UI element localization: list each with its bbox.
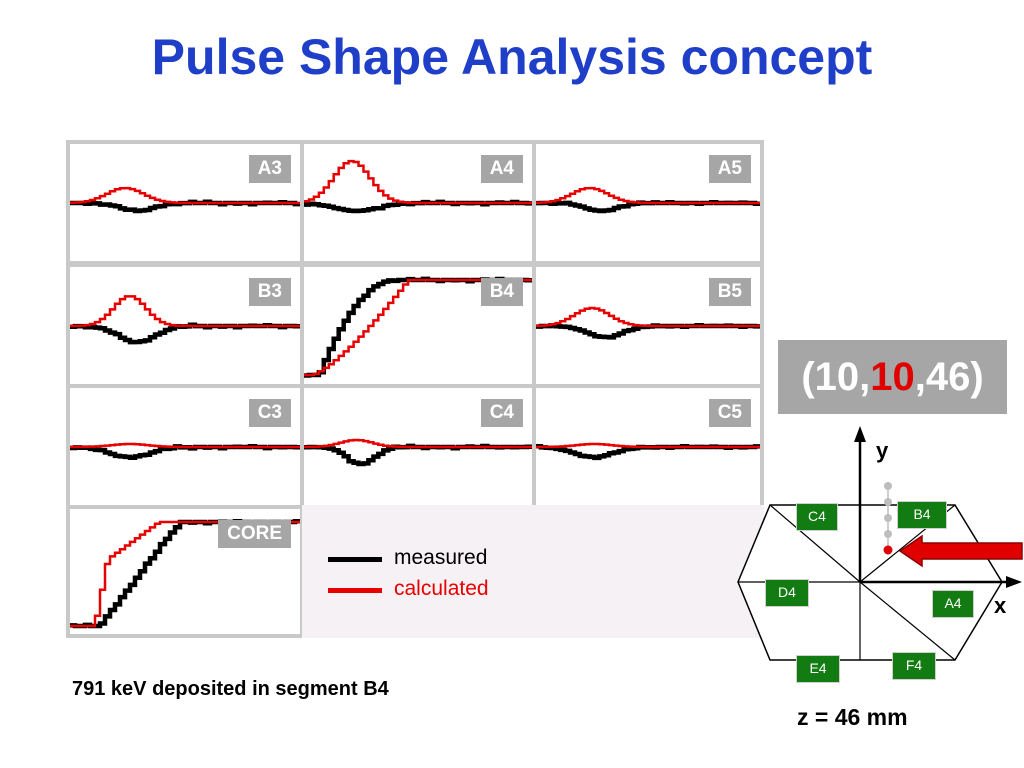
position-z: ,46) [914,354,984,399]
panel-label: A4 [480,155,523,183]
calculated-trace [70,186,300,205]
pulse-panel-b3: B3 [70,267,300,384]
panel-label: A5 [708,155,751,183]
trajectory-dot [884,498,892,506]
pulse-panel-c4: C4 [304,388,532,505]
measured-trace [70,322,300,345]
calculated-trace [304,438,532,449]
calculated-trace [536,186,760,205]
detector-diagram [737,426,1023,661]
position-y-highlight: 10 [870,354,915,399]
position-readout: (10, 10,46) [778,340,1007,414]
legend-calculated-swatch [328,588,382,593]
panel-label: C3 [248,399,291,427]
segment-divider [859,581,956,661]
measured-trace [304,443,532,467]
segment-f4: F4 [892,652,936,680]
pulse-plot-b5 [536,306,760,340]
pulse-plot-a5 [536,186,760,214]
x-axis-label: x [994,593,1007,618]
panel-label: C5 [708,399,751,427]
segment-d4: D4 [765,579,809,607]
calculated-trace [70,442,300,449]
pulse-plot-b3 [70,295,300,345]
segment-b4: B4 [897,501,947,529]
panel-label: A3 [248,155,291,183]
x-axis-arrowhead [1006,576,1022,588]
pulse-plot-c5 [536,442,760,461]
pulse-panel-b5: B5 [536,267,760,384]
panel-label: C4 [480,399,523,427]
pulse-plot-a3 [70,186,300,214]
calculated-trace [70,295,300,328]
segment-c4: C4 [796,503,838,531]
pulse-plot-c3 [70,442,300,461]
energy-note: 791 keV deposited in segment B4 [72,678,389,700]
segment-a4: A4 [932,590,974,618]
pulse-panel-b4: B4 [304,267,532,384]
pulse-plot-a4 [304,159,532,214]
trajectory-dot [884,514,892,522]
legend-calculated-label: calculated [394,577,489,600]
pulse-grid: A3 A4 A5 B3 B4 B5 C3 C4 C5 CORE [66,140,764,638]
pulse-panel-c5: C5 [536,388,760,505]
pulse-panel-a4: A4 [304,144,532,261]
legend-measured-swatch [328,557,382,562]
panel-label: CORE [218,520,291,548]
pulse-panel-a3: A3 [70,144,300,261]
pulse-panel-c3: C3 [70,388,300,505]
interaction-point [883,545,893,555]
pulse-panel-a5: A5 [536,144,760,261]
panel-label: B4 [480,278,523,306]
panel-label: B3 [248,278,291,306]
panel-label: B5 [708,278,751,306]
segment-e4: E4 [796,655,840,683]
legend-area [302,505,764,638]
position-open: ( [801,354,815,399]
segment-divider [769,504,861,583]
pulse-panel-core: CORE [70,509,300,634]
y-axis-label: y [876,438,889,463]
position-x: 10, [814,354,871,399]
calculated-trace [536,442,760,449]
slide-title: Pulse Shape Analysis concept [151,29,873,85]
calculated-trace [536,306,760,328]
legend-measured-label: measured [394,546,488,569]
y-axis-arrowhead [854,426,866,442]
z-position-label: z = 46 mm [797,704,908,730]
red-arrow [898,534,1023,568]
trajectory-dot [884,482,892,490]
calculated-trace [304,278,532,377]
calculated-trace [304,159,532,205]
pulse-plot-c4 [304,438,532,467]
trajectory-dot [884,530,892,538]
